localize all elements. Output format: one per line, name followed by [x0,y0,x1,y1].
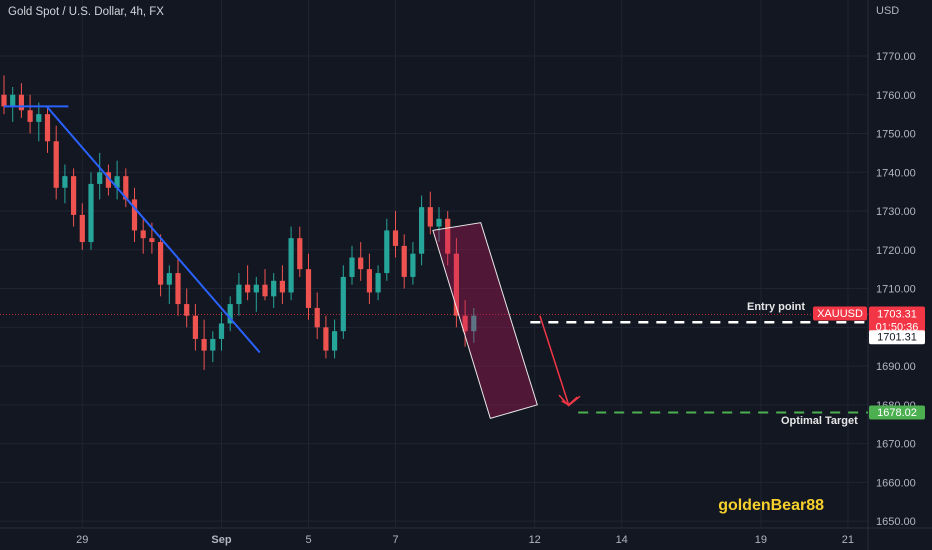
candle-body [88,183,94,243]
candle-body [410,253,416,277]
symbol-price-tag: XAUUSD [813,306,867,321]
candle-body [79,214,85,243]
target-price-tag-bg [869,405,925,420]
trend-line [45,105,261,354]
y-tick-label: 1770.00 [876,51,916,63]
candle-body [105,172,111,188]
x-tick-label: 14 [616,534,628,546]
candle-body [236,284,242,305]
candle-body [279,280,285,293]
entry-price-tag: 1701.31 [869,330,925,345]
candle-body [158,242,164,285]
candle-body [227,304,233,324]
candle-body [201,338,207,351]
candle-body [392,230,399,246]
y-tick-label: 1740.00 [876,167,916,179]
candle-body [462,315,468,332]
last-price-value: 1703.31 [877,308,917,320]
candle-body [192,315,198,339]
candle-body [44,114,51,142]
x-tick-label: 29 [76,534,88,546]
candle-body [1,94,7,107]
candles [1,75,477,370]
candle-body [166,273,172,285]
candle-body [62,176,68,188]
candle-body [436,218,442,227]
candle-body [253,284,259,293]
candle-body [210,338,216,351]
projection-arrowhead-tip [558,394,581,407]
candle-body [149,238,155,243]
candle-body [175,273,181,305]
candle-body [332,331,338,351]
candle-body [114,176,120,188]
entry-price-tag-text: 1701.31 [877,332,917,344]
optimal-target-label: Optimal Target [781,415,858,427]
y-tick-label: 1690.00 [876,361,916,373]
candle-body [384,230,390,274]
target-price-tag: 1678.02 [869,405,925,420]
candle-body [36,114,42,122]
candle-body [131,199,138,231]
candle-body [305,269,312,308]
projection-channel [432,222,538,420]
candle-body [10,94,16,107]
candle-body [445,218,451,254]
candle-body [340,276,346,332]
x-tick-label: 7 [392,534,398,546]
candle-body [245,284,251,293]
candle-body [427,207,433,227]
y-tick-label: 1720.00 [876,245,916,257]
chart-title: Gold Spot / U.S. Dollar, 4h, FX [8,6,164,18]
y-tick-label: 1650.00 [876,516,916,528]
candle-body [401,245,407,277]
candle-body [358,257,364,270]
candle-body [262,284,268,297]
x-tick-label: 5 [305,534,311,546]
candle-body [218,323,225,339]
x-tick-label: 12 [529,534,541,546]
y-tick-label: 1660.00 [876,477,916,489]
candle-body [297,238,303,270]
symbol-price-tag-text: XAUUSD [817,308,863,320]
y-tick-label: 1670.00 [876,439,916,451]
y-tick-label: 1760.00 [876,90,916,102]
candle-body [140,230,146,239]
candle-body [366,269,372,293]
candle-body [471,315,477,332]
x-tick-label: Sep [211,534,231,546]
last-price-tag-bg [869,306,925,335]
candle-body [349,257,355,277]
y-tick-label: 1750.00 [876,129,916,141]
last-price-tag [869,306,925,335]
entry-point-label: Entry point [747,301,806,313]
candle-body [314,307,320,328]
target-price-tag-text: 1678.02 [877,407,917,419]
candle-body [323,327,329,351]
candle-body [453,253,459,316]
y-tick-label: 1730.00 [876,206,916,218]
watermark: goldenBear88 [718,497,824,514]
grid [0,0,868,528]
candle-body [53,141,59,188]
candle-body [27,110,33,122]
y-axis-currency: USD [876,5,899,17]
candle-body [271,280,277,297]
projection-arrow [539,315,570,406]
candle-body [97,172,103,184]
symbol-price-tag-bg [813,306,867,321]
candle-body [71,176,77,215]
candle-body [123,176,129,200]
candle-body [288,238,294,293]
entry-price-tag-bg [869,330,925,345]
candle-body [18,94,24,111]
candle-body [419,207,425,254]
x-tick-label: 19 [755,534,767,546]
y-tick-label: 1710.00 [876,284,916,296]
x-tick-label: 21 [842,534,854,546]
candle-body [184,304,190,316]
candle-body [375,273,381,293]
